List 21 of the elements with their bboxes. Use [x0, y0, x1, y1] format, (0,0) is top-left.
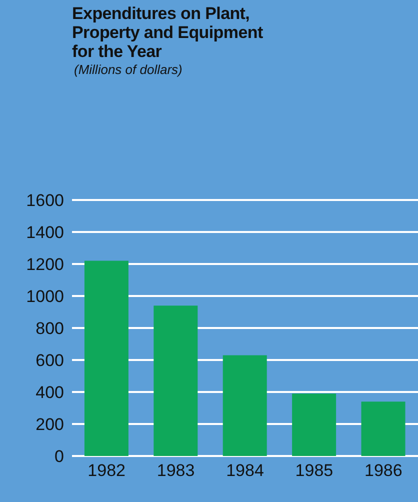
- x-tick-label: 1985: [295, 461, 334, 480]
- y-tick-label: 200: [36, 415, 64, 434]
- y-tick-label: 1000: [26, 287, 64, 306]
- bar: [154, 306, 198, 456]
- bar: [84, 260, 128, 456]
- bar: [361, 402, 406, 456]
- chart-title: Expenditures on Plant, Property and Equipment for the Year: [72, 4, 264, 61]
- y-tick-label: 1600: [26, 191, 64, 210]
- y-tick-label: 1400: [26, 223, 64, 242]
- x-tick-label: 1984: [226, 461, 264, 480]
- chart-subtitle: (Millions of dollars): [74, 62, 182, 77]
- bar: [222, 355, 267, 456]
- y-tick-label: 600: [36, 351, 64, 370]
- bar: [292, 394, 336, 456]
- y-tick-label: 800: [36, 319, 64, 338]
- y-tick-label: 0: [54, 447, 64, 466]
- x-tick-label: 1982: [88, 461, 126, 480]
- x-tick-label: 1983: [156, 461, 195, 480]
- y-tick-label: 400: [36, 383, 64, 402]
- x-tick-label: 1986: [364, 461, 402, 480]
- y-tick-label: 1200: [26, 255, 64, 274]
